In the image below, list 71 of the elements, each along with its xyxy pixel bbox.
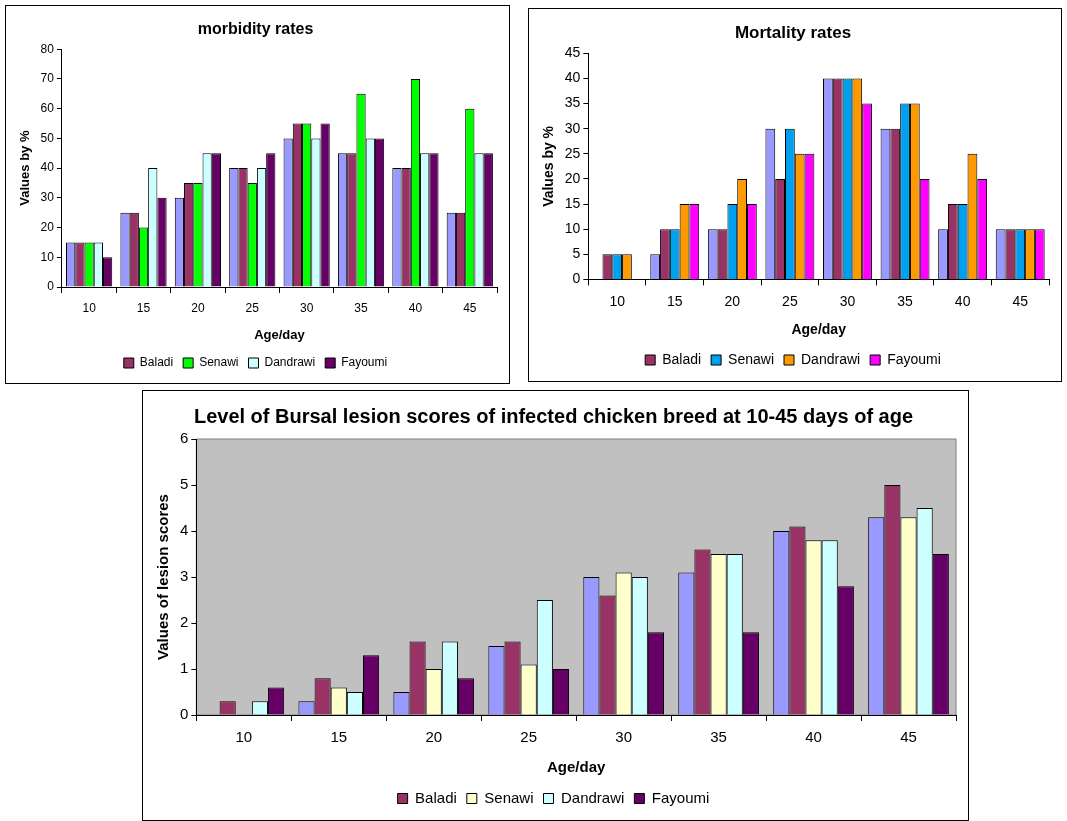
legend-label: Fayoumi <box>651 788 710 806</box>
x-tick-label: 20 <box>425 728 443 746</box>
y-tick-label: 0 <box>47 279 55 294</box>
y-tick-label: 5 <box>180 475 189 493</box>
legend-label: Dandrawi <box>561 788 625 806</box>
x-tick-label: 45 <box>900 728 917 746</box>
legend-label: Baladi <box>662 350 702 367</box>
chart-title: Mortality rates <box>734 22 852 42</box>
y-tick-label: 40 <box>564 69 581 86</box>
x-tick-label: 35 <box>354 300 369 315</box>
x-tick-label: 20 <box>191 300 205 315</box>
x-tick-label: 40 <box>805 728 822 746</box>
y-tick-label: 80 <box>40 41 55 56</box>
x-tick-label: 15 <box>330 728 348 746</box>
x-tick-label: 10 <box>609 292 626 309</box>
y-tick-label: 1 <box>180 659 189 677</box>
y-tick-label: 30 <box>564 119 581 136</box>
y-tick-label: 3 <box>180 567 189 585</box>
chart-title: Level of Bursal lesion scores of infected chicken breed at 10-45 days of age <box>193 404 914 427</box>
x-tick-label: 10 <box>235 728 253 746</box>
y-tick-label: 20 <box>564 169 581 186</box>
x-tick-label: 40 <box>954 292 971 309</box>
x-tick-label: 45 <box>1012 292 1029 309</box>
legend-label: Dandrawi <box>264 355 316 370</box>
y-axis-title: Values by % <box>540 125 557 207</box>
x-axis-title: Age/day <box>546 758 606 776</box>
x-tick-label: 25 <box>245 300 260 315</box>
x-tick-label: 15 <box>136 300 151 315</box>
legend-label: Senawi <box>728 350 775 367</box>
y-tick-label: 70 <box>40 71 55 86</box>
legend-label: Baladi <box>415 788 457 806</box>
y-tick-label: 10 <box>40 249 55 264</box>
x-tick-label: 25 <box>782 292 798 309</box>
x-tick-label: 40 <box>408 300 423 315</box>
x-tick-label: 20 <box>724 292 741 309</box>
y-tick-label: 45 <box>564 44 581 61</box>
chart-title: morbidity rates <box>197 20 314 38</box>
x-tick-label: 35 <box>897 292 914 309</box>
y-tick-label: 5 <box>572 245 581 262</box>
y-tick-label: 6 <box>180 429 189 447</box>
x-tick-label: 25 <box>520 728 538 746</box>
y-tick-label: 25 <box>564 144 581 161</box>
y-tick-label: 40 <box>40 160 55 175</box>
x-tick-label: 45 <box>463 300 477 315</box>
x-axis-title: Age/day <box>791 321 847 338</box>
y-tick-label: 30 <box>40 190 55 205</box>
x-tick-label: 30 <box>299 300 314 315</box>
y-axis-title: Values of lesion scores <box>154 494 172 660</box>
x-tick-label: 35 <box>710 728 727 746</box>
y-tick-label: 2 <box>180 613 189 631</box>
y-tick-label: 10 <box>564 220 581 237</box>
legend-label: Senawi <box>199 355 239 370</box>
y-tick-label: 15 <box>564 194 581 211</box>
y-tick-label: 60 <box>40 100 55 115</box>
y-tick-label: 0 <box>180 705 189 723</box>
y-tick-label: 4 <box>180 521 189 539</box>
y-tick-label: 20 <box>40 219 55 234</box>
x-tick-label: 30 <box>839 292 856 309</box>
y-tick-label: 50 <box>40 130 55 145</box>
x-tick-label: 15 <box>666 292 683 309</box>
y-tick-label: 35 <box>564 94 581 111</box>
x-axis-title: Age/day <box>254 326 306 342</box>
legend-label: Fayoumi <box>341 355 388 370</box>
legend-label: Dandrawi <box>801 350 861 367</box>
x-tick-label: 10 <box>82 300 97 315</box>
legend-label: Senawi <box>484 788 534 806</box>
y-tick-label: 0 <box>572 270 581 287</box>
x-tick-label: 30 <box>615 728 632 746</box>
y-axis-title: Values by % <box>17 130 33 206</box>
legend-label: Fayoumi <box>887 350 941 367</box>
legend-label: Baladi <box>139 355 174 370</box>
